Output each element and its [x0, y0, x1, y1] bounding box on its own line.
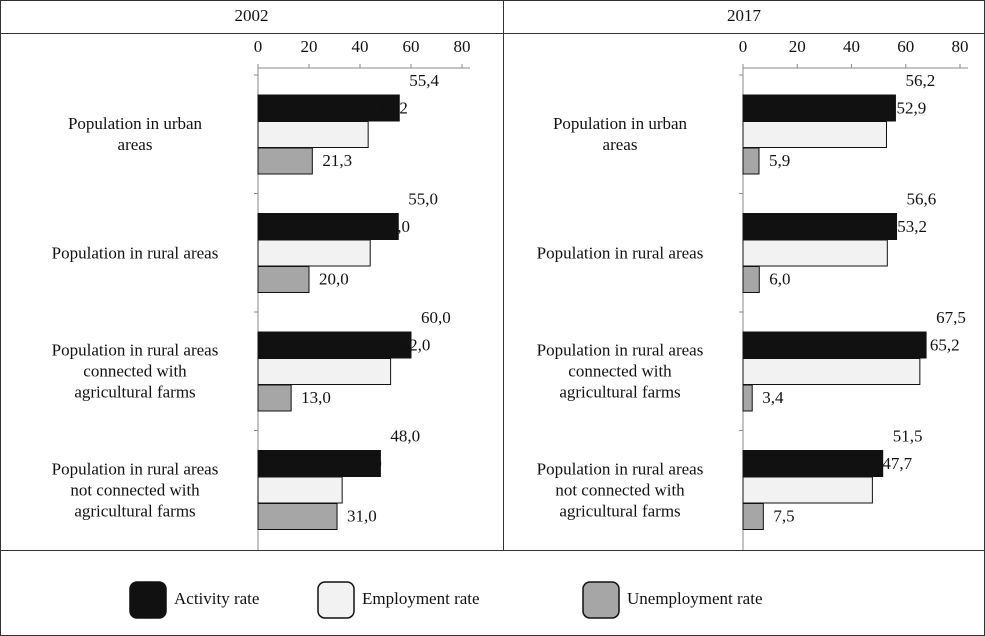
bar: [742, 358, 921, 385]
bar: [742, 450, 884, 477]
bar: [257, 450, 381, 477]
legend-label: Employment rate: [362, 589, 480, 608]
value-label: 52,0: [401, 335, 431, 354]
legend-label: Activity rate: [174, 589, 259, 608]
value-label: 3,4: [762, 388, 784, 407]
x-tick-label: 60: [897, 37, 914, 56]
value-label: 51,5: [893, 426, 923, 445]
legend-swatch: [317, 581, 355, 619]
value-label: 48,0: [390, 426, 420, 445]
bar: [257, 239, 371, 267]
bar: [257, 147, 313, 175]
value-label: 56,6: [907, 189, 937, 208]
bar: [742, 94, 896, 122]
value-label: 33,0: [352, 454, 382, 473]
value-label: 5,9: [769, 151, 790, 170]
legend-swatch: [129, 581, 167, 619]
bar: [742, 384, 753, 412]
bar: [742, 213, 898, 240]
value-label: 7,5: [773, 506, 794, 525]
category-label: Population in rural areas: [536, 243, 704, 262]
value-label: 44,0: [380, 217, 410, 236]
value-label: 67,5: [936, 308, 966, 327]
bar: [257, 213, 399, 240]
category-label: Population in rural areas connected with…: [51, 340, 219, 402]
category-label: Population in rural areas connected with…: [536, 340, 704, 402]
value-label: 13,0: [301, 388, 331, 407]
value-label: 53,2: [897, 217, 927, 236]
panel-title: 2017: [727, 6, 762, 25]
bar: [257, 331, 412, 359]
x-tick-label: 40: [352, 37, 369, 56]
value-label: 21,3: [322, 151, 352, 170]
category-label: Population in rural areas not connected …: [51, 459, 219, 520]
value-label: 52,9: [896, 98, 926, 117]
x-tick-label: 20: [301, 37, 318, 56]
bar: [742, 147, 760, 175]
bar: [742, 239, 888, 267]
value-label: 47,7: [882, 454, 912, 473]
category-label: Population in urban areas: [67, 114, 203, 154]
x-tick-label: 60: [403, 37, 420, 56]
value-label: 55,0: [408, 189, 438, 208]
bar: [742, 503, 764, 530]
bar: [257, 121, 369, 148]
bar: [742, 476, 873, 504]
bar: [257, 476, 343, 504]
bar: [257, 358, 392, 385]
value-label: 60,0: [421, 308, 451, 327]
bar: [257, 384, 292, 412]
value-label: 43,2: [378, 98, 408, 117]
value-label: 56,2: [905, 71, 935, 90]
value-label: 6,0: [769, 269, 790, 288]
x-tick-label: 80: [454, 37, 471, 56]
value-label: 65,2: [930, 335, 960, 354]
value-label: 55,4: [409, 71, 439, 90]
bar: [742, 266, 760, 293]
value-label: 31,0: [347, 506, 377, 525]
category-label: Population in rural areas: [51, 243, 219, 262]
value-label: 20,0: [319, 269, 349, 288]
legend-swatch: [582, 581, 620, 619]
bar: [742, 331, 927, 359]
x-tick-label: 80: [952, 37, 969, 56]
x-tick-label: 0: [739, 37, 748, 56]
x-tick-label: 20: [789, 37, 806, 56]
bar: [742, 121, 887, 148]
panel-title: 2002: [235, 6, 269, 25]
category-label: Population in rural areas not connected …: [536, 459, 704, 520]
x-tick-label: 0: [254, 37, 263, 56]
bar: [257, 503, 338, 530]
x-tick-label: 40: [843, 37, 860, 56]
legend-label: Unemployment rate: [627, 589, 763, 608]
category-label: Population in urban areas: [552, 114, 688, 154]
bar: [257, 266, 310, 293]
